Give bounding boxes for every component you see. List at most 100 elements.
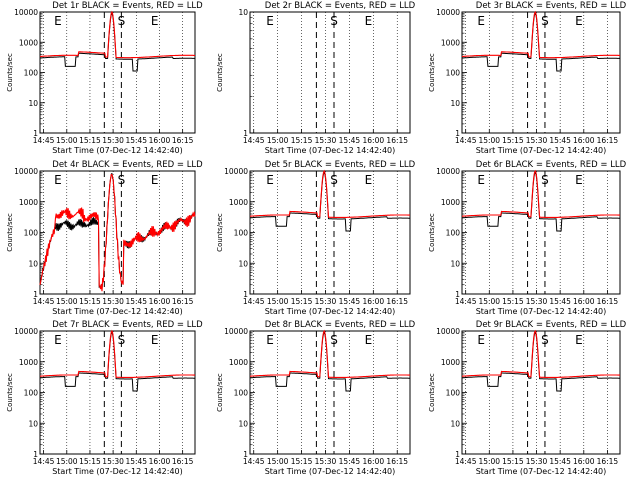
marker-e: E — [266, 333, 274, 347]
y-tick-label: 10000 — [14, 8, 38, 17]
x-tick-label: 14:45 — [243, 457, 265, 466]
panel-title: Det 4r BLACK = Events, RED = LLD — [52, 160, 203, 170]
x-tick-label: 14:45 — [455, 297, 477, 306]
x-tick-label: 15:15 — [79, 457, 101, 466]
x-axis-label: Start Time (07-Dec-12 14:42:40) — [52, 467, 183, 476]
y-axis-label: Counts/sec — [216, 53, 224, 92]
x-tick-label: 15:45 — [125, 457, 147, 466]
x-tick-label: 15:15 — [79, 136, 101, 145]
x-tick-label: 14:45 — [243, 297, 265, 306]
x-tick-label: 15:45 — [339, 136, 361, 145]
marker-s: S — [330, 333, 338, 347]
y-tick-label: 100 — [24, 229, 39, 238]
x-tick-label: 15:15 — [502, 297, 524, 306]
x-tick-label: 16:15 — [597, 297, 619, 306]
panel-title: Det 8r BLACK = Events, RED = LLD — [265, 320, 416, 330]
y-tick-label: 1000 — [441, 38, 460, 47]
plot-frame — [461, 170, 621, 295]
y-tick-label: 100 — [24, 69, 39, 78]
series-events-line — [462, 171, 620, 232]
x-tick-label: 15:30 — [315, 136, 337, 145]
y-tick-label: 10 — [28, 99, 38, 108]
y-tick-label: 1000 — [229, 358, 248, 367]
x-tick-label: 15:45 — [549, 297, 571, 306]
series-lld-line — [461, 10, 620, 59]
y-tick-label: 100 — [24, 389, 39, 398]
y-tick-label: 1 — [455, 129, 460, 138]
y-tick-label: 1000 — [441, 198, 460, 207]
x-tick-label: 16:00 — [363, 457, 385, 466]
y-tick-label: 1000 — [19, 38, 38, 47]
x-tick-label: 15:45 — [549, 457, 571, 466]
panel-title: Det 5r BLACK = Events, RED = LLD — [265, 160, 416, 170]
y-axis-label: Counts/sec — [6, 213, 14, 252]
marker-s: S — [118, 173, 126, 187]
series-lld-line — [250, 169, 410, 218]
x-tick-label: 15:15 — [502, 457, 524, 466]
x-tick-label: 15:00 — [56, 297, 78, 306]
series-lld-line — [39, 10, 195, 59]
x-axis-label: Start Time (07-Dec-12 14:42:40) — [476, 146, 607, 155]
x-tick-label: 15:00 — [56, 136, 78, 145]
marker-e: E — [54, 14, 62, 28]
x-tick-label: 16:00 — [363, 297, 385, 306]
y-tick-label: 100 — [234, 389, 249, 398]
x-tick-label: 15:30 — [102, 297, 124, 306]
marker-e: E — [477, 173, 485, 187]
y-tick-label: 10 — [238, 8, 248, 17]
x-tick-label: 15:15 — [502, 136, 524, 145]
y-tick-label: 10000 — [14, 327, 38, 336]
y-tick-label: 1000 — [441, 358, 460, 367]
panel-title: Det 2r BLACK = Events, RED = LLD — [265, 1, 416, 11]
series-events-line — [250, 331, 410, 392]
y-tick-label: 10000 — [436, 167, 460, 176]
series-lld-line — [40, 329, 195, 378]
y-tick-label: 1 — [455, 290, 460, 299]
x-tick-label: 15:30 — [102, 457, 124, 466]
y-tick-label: 10000 — [436, 327, 460, 336]
x-tick-label: 15:00 — [267, 297, 289, 306]
marker-e: E — [575, 333, 583, 347]
marker-e: E — [575, 173, 583, 187]
plot-frame — [249, 330, 411, 455]
x-axis-label: Start Time (07-Dec-12 14:42:40) — [265, 146, 396, 155]
series-lld-line — [250, 329, 410, 378]
y-tick-label: 10000 — [436, 8, 460, 17]
plot-frame — [39, 330, 196, 455]
y-tick-label: 1 — [455, 450, 460, 459]
x-tick-label: 16:00 — [149, 457, 171, 466]
y-tick-label: 1 — [33, 450, 38, 459]
marker-e: E — [151, 173, 159, 187]
series-lld-line — [39, 173, 196, 292]
x-axis-label: Start Time (07-Dec-12 14:42:40) — [476, 307, 607, 316]
y-tick-label: 10000 — [224, 327, 248, 336]
marker-s: S — [118, 333, 126, 347]
x-tick-label: 15:15 — [79, 297, 101, 306]
plot-frame — [249, 170, 411, 295]
plot-frame — [461, 11, 621, 134]
x-tick-label: 15:00 — [478, 136, 500, 145]
series-lld-line — [462, 169, 620, 218]
y-tick-label: 1000 — [19, 358, 38, 367]
y-axis-label: Counts/sec — [428, 213, 436, 252]
y-tick-label: 10 — [238, 259, 248, 268]
plot-frame — [461, 330, 621, 455]
plot-frame — [39, 170, 196, 295]
x-tick-label: 16:00 — [363, 136, 385, 145]
series-events-line — [461, 12, 620, 72]
x-tick-label: 16:15 — [386, 136, 408, 145]
y-tick-label: 1000 — [19, 198, 38, 207]
marker-e: E — [266, 14, 274, 28]
x-axis-label: Start Time (07-Dec-12 14:42:40) — [265, 307, 396, 316]
x-tick-label: 14:45 — [33, 297, 55, 306]
x-tick-label: 15:45 — [339, 297, 361, 306]
x-tick-label: 16:00 — [149, 297, 171, 306]
marker-e: E — [365, 173, 373, 187]
panel-title: Det 7r BLACK = Events, RED = LLD — [52, 320, 203, 330]
x-tick-label: 15:15 — [291, 136, 313, 145]
y-tick-label: 10000 — [224, 167, 248, 176]
x-tick-label: 15:00 — [478, 297, 500, 306]
series-events-line — [39, 173, 196, 290]
